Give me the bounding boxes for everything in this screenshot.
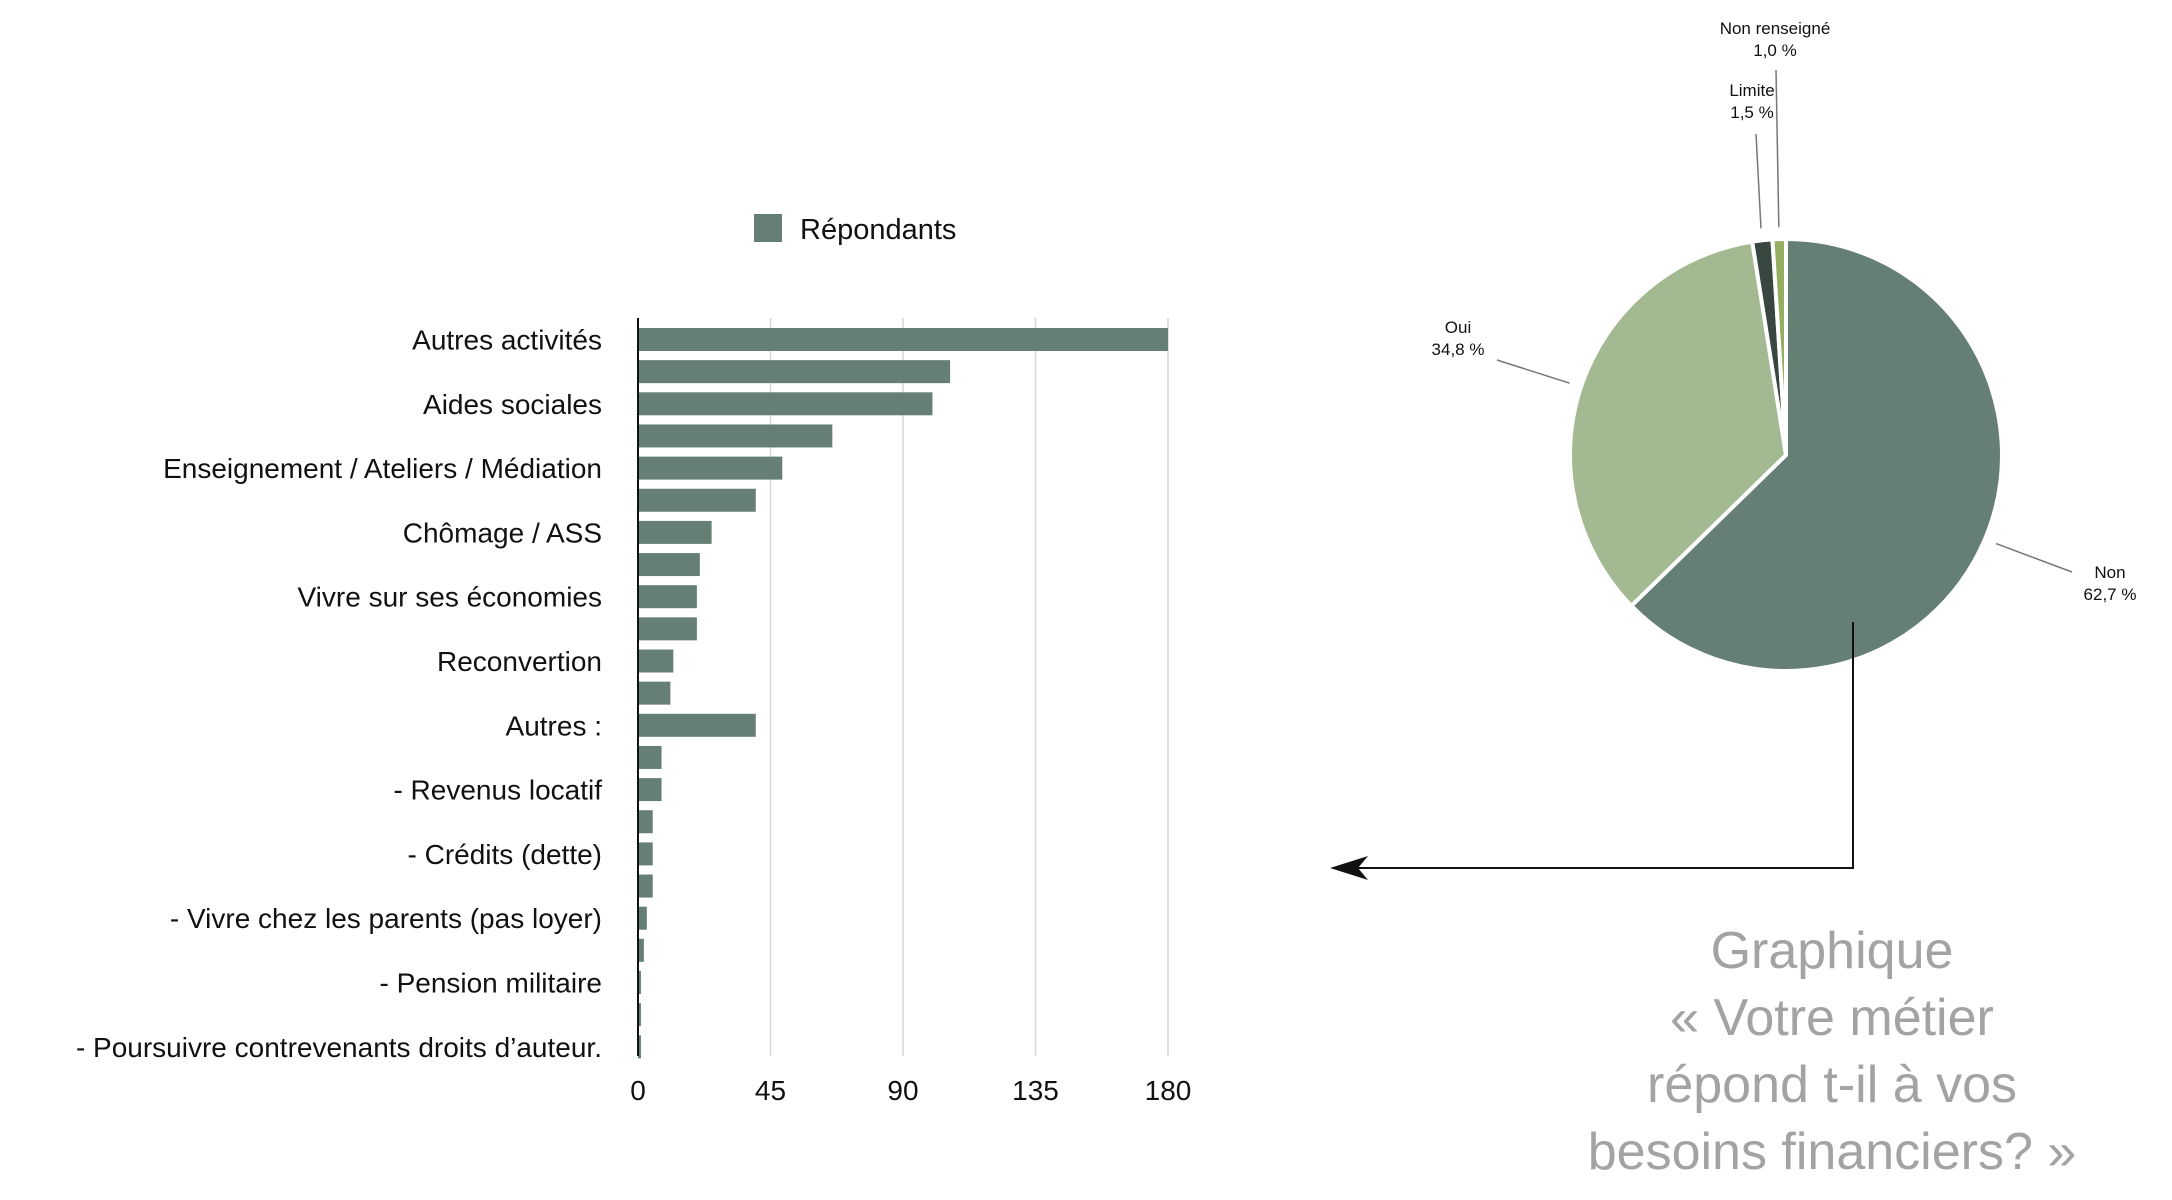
bar (638, 874, 653, 898)
bar (638, 553, 700, 577)
bar (638, 681, 671, 705)
category-label: - Vivre chez les parents (pas loyer) (170, 903, 602, 934)
bar-grid (769, 318, 1169, 1056)
category-label: Vivre sur ses économies (298, 582, 603, 613)
bar (638, 649, 674, 673)
pie-slice-name: Non renseigné (1720, 19, 1831, 38)
bar (638, 842, 653, 866)
bar (638, 745, 662, 769)
pie-slice-value: 62,7 % (2084, 585, 2137, 604)
bar (638, 1035, 641, 1059)
pie-chart: Non 62,7 % Oui 34,8 % Limite 1,5 % Non renseig… (1432, 19, 2137, 673)
category-label: - Pension militaire (379, 968, 602, 999)
pie-labels: Non 62,7 % Oui 34,8 % Limite 1,5 % Non renseig… (1432, 19, 2137, 604)
pie-slice-name: Non (2094, 563, 2125, 582)
connector-arrow (1330, 622, 1854, 880)
pie-leader-line (1995, 542, 2073, 573)
pie-slice-name: Oui (1445, 318, 1471, 337)
bar (638, 1003, 641, 1027)
x-tick-label: 45 (755, 1075, 786, 1106)
pie-leader-line (1496, 359, 1570, 384)
category-label: - Crédits (dette) (408, 839, 603, 870)
bar (638, 810, 653, 834)
bar (638, 585, 697, 609)
legend-label: Répondants (800, 214, 956, 246)
bar (638, 328, 1168, 351)
pie-slice-value: 1,5 % (1730, 103, 1773, 122)
bar-bars (638, 328, 1168, 1059)
bar (638, 360, 951, 384)
bar (638, 617, 697, 641)
bar (638, 906, 647, 930)
pie-slice-value: 34,8 % (1432, 340, 1485, 359)
caption-line-4: besoins financiers? » (1588, 1123, 2077, 1181)
bar (638, 488, 756, 512)
category-label: Enseignement / Ateliers / Médiation (163, 453, 602, 484)
pie-slice (1568, 239, 1789, 609)
category-label: - Revenus locatif (393, 775, 602, 806)
x-tick-label: 90 (887, 1075, 918, 1106)
category-label: Autres activités (412, 325, 602, 356)
bar (638, 971, 641, 994)
category-label: Chômage / ASS (403, 517, 602, 548)
arrowhead-icon (1330, 856, 1368, 880)
bar (638, 456, 783, 480)
pie-leader-line (1775, 69, 1780, 228)
bar (638, 713, 756, 737)
pie-leader-line (1755, 133, 1762, 229)
bar (638, 424, 833, 448)
pie-slice (1770, 236, 1788, 456)
pie-slice-name: Limite (1729, 81, 1774, 100)
category-label: Aides sociales (423, 389, 602, 420)
pie-slice (1628, 236, 2004, 673)
pie-slices (1568, 236, 2004, 673)
bar-legend: Répondants (754, 214, 956, 246)
pie-slice-value: 1,0 % (1753, 41, 1796, 60)
bar-tick-labels: 0 45 90 135 180 (630, 1075, 1191, 1106)
bar-chart: Répondants Autres activités Aides sociale… (76, 214, 1191, 1106)
category-label: Autres : (506, 710, 602, 741)
legend-swatch (754, 214, 782, 242)
x-tick-label: 0 (630, 1075, 646, 1106)
caption-line-2: « Votre métier (1670, 989, 1994, 1047)
caption-line-3: répond t-il à vos (1647, 1056, 2017, 1114)
caption-line-1: Graphique (1711, 922, 1954, 980)
caption: Graphique « Votre métier répond t-il à v… (1588, 922, 2077, 1181)
bar (638, 938, 644, 962)
bar (638, 520, 712, 544)
bar (638, 778, 662, 802)
x-tick-label: 135 (1012, 1075, 1059, 1106)
bar-category-labels: Autres activités Aides sociales Enseigneme… (76, 325, 602, 1063)
bar (638, 392, 933, 416)
category-label: - Poursuivre contrevenants droits d’aute… (76, 1032, 602, 1063)
category-label: Reconvertion (437, 646, 602, 677)
x-tick-label: 180 (1145, 1075, 1192, 1106)
